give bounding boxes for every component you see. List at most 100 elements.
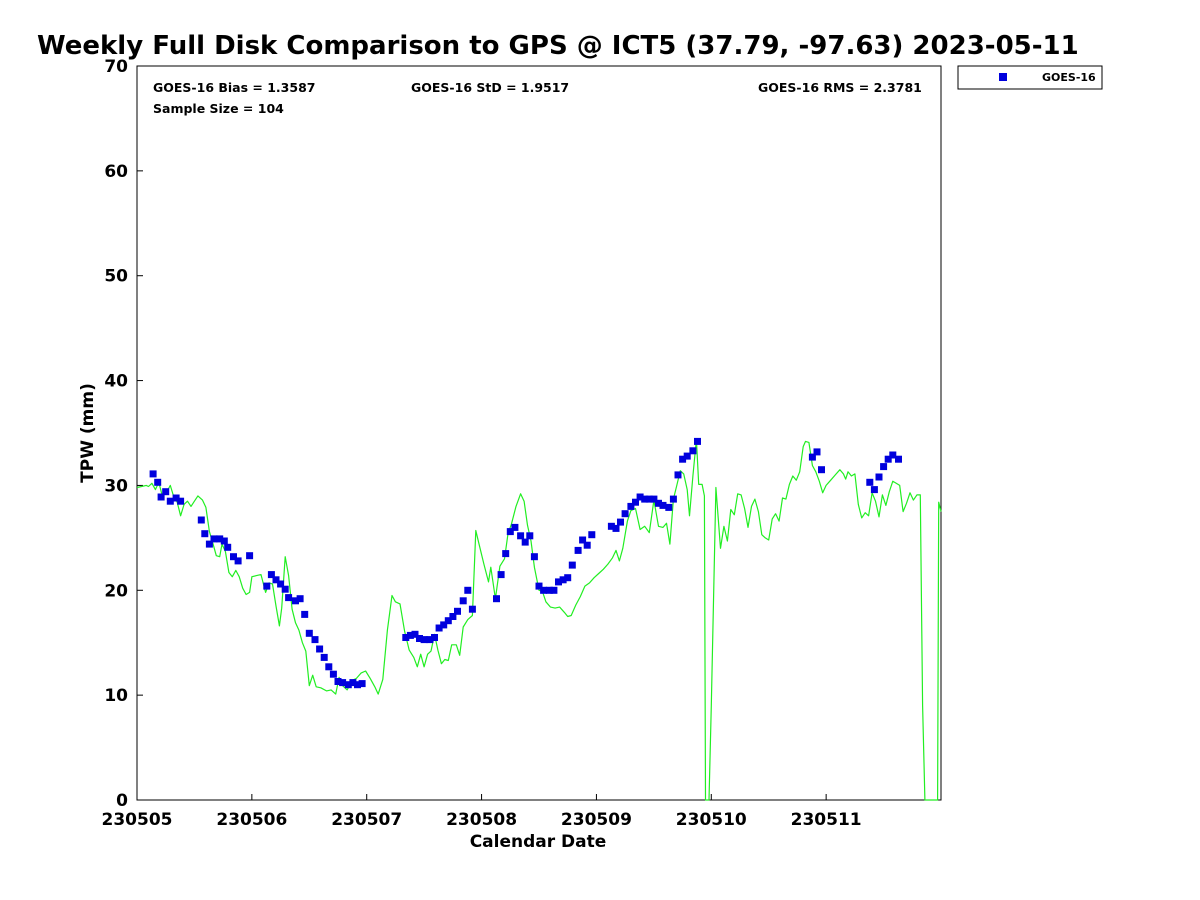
goes16-point [263,582,271,590]
goes16-point [420,636,428,644]
goes16-point [669,495,677,503]
goes16-point [627,502,635,510]
goes16-point [339,679,347,687]
goes16-point [267,571,275,579]
goes16-point [813,448,821,456]
y-tick-label: 60 [104,162,128,182]
y-axis-ticks: 0 10 20 30 40 50 60 70 [104,57,143,811]
goes16-point [431,634,438,641]
x-tick-label: 230505 [102,810,173,830]
goes16-point [866,478,874,486]
goes16-point [220,537,228,545]
x-tick-label: 230511 [791,810,862,830]
goes16-point [162,488,170,496]
goes16-point [325,663,333,671]
goes16-point [636,493,644,501]
goes16-point [344,681,352,689]
x-axis-ticks: 230505 230506 230507 230508 230509 230510 2305… [102,794,862,830]
goes16-point [166,497,174,505]
x-tick-label: 230509 [561,810,632,830]
x-tick-label: 230507 [331,810,402,830]
y-tick-label: 30 [104,476,128,496]
goes16-point [311,636,319,644]
goes16-point [197,516,205,524]
goes16-point [674,471,682,479]
goes16-point [459,597,467,605]
goes16-point [172,494,180,502]
goes16-point [607,522,615,530]
goes16-point [320,653,328,661]
goes16-point [511,523,519,531]
legend: GOES-16 [957,65,1103,90]
goes16-point [224,543,232,551]
y-tick-label: 40 [104,372,128,392]
goes16-point [617,518,624,526]
goes16-point [540,586,548,594]
goes16-point [435,624,443,632]
legend-label-goes16: GOES-16 [1042,71,1096,84]
goes16-point [621,510,629,518]
goes16-point [530,553,538,561]
x-tick-label: 230510 [676,810,747,830]
goes16-point [230,553,237,561]
goes16-point [216,535,224,543]
goes16-series [149,437,902,689]
goes16-point [665,503,673,511]
goes16-point [588,531,596,539]
goes16-point [157,493,165,501]
goes16-point [574,546,582,554]
goes16-point [154,478,162,486]
goes16-point [354,681,361,689]
rms-stat: GOES-16 RMS = 2.3781 [758,80,922,95]
goes16-point [296,595,304,603]
y-tick-label: 20 [104,581,128,601]
goes16-point [535,582,543,590]
goes16-point [316,645,324,653]
goes16-point [426,636,434,644]
goes16-point [579,536,587,544]
goes16-point [272,576,280,584]
x-axis-title: Calendar Date [470,832,607,852]
goes16-point [493,595,500,603]
goes16-point [177,497,185,505]
goes16-point [568,561,576,569]
goes16-point [884,455,892,463]
legend-marker-goes16 [999,73,1007,81]
goes16-point [349,679,357,687]
sample-size-stat: Sample Size = 104 [153,101,284,116]
goes16-point [650,495,658,503]
gps-series-line [136,438,942,801]
goes16-point [683,452,691,460]
goes16-point [583,541,591,549]
goes16-point [246,552,254,560]
goes16-point [559,576,567,584]
goes16-point [564,574,572,582]
y-tick-label: 10 [104,686,128,706]
goes16-point [305,629,313,637]
goes16-point [281,585,289,593]
goes16-point [292,597,299,605]
goes16-point [210,535,218,543]
goes16-point [808,453,816,461]
goes16-point [521,538,529,546]
y-tick-label: 70 [104,57,128,77]
goes16-point [641,495,649,503]
goes16-point [444,617,452,625]
goes16-point [895,455,902,463]
goes16-point [234,557,242,565]
goes16-point [818,466,825,474]
plot-area [136,65,942,801]
x-tick-label: 230506 [216,810,287,830]
std-stat: GOES-16 StD = 1.9517 [411,80,569,95]
goes16-point [277,580,285,588]
goes16-point [402,634,410,641]
goes16-point [149,470,157,478]
goes16-point [870,486,878,494]
goes16-point [301,610,309,618]
goes16-point [880,463,888,471]
x-tick-label: 230508 [446,810,517,830]
chart-title: Weekly Full Disk Comparison to GPS @ ICT… [37,31,1079,61]
goes16-point [329,670,337,678]
goes16-point [555,578,562,586]
